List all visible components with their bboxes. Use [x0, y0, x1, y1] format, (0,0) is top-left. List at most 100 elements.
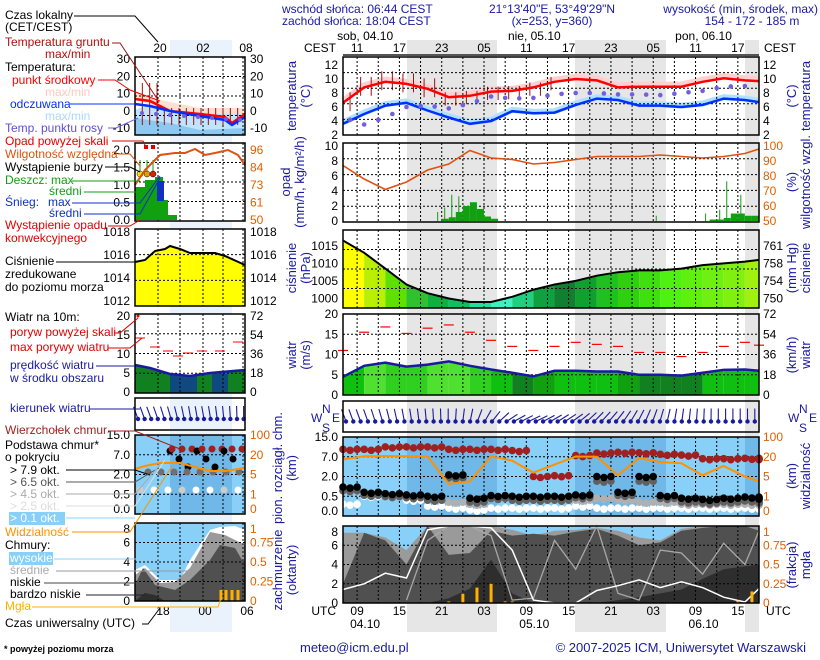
- cloud-top-dot: [600, 450, 608, 458]
- dew-point-dot: [587, 90, 593, 96]
- sunset: zachód słońca: 18:04 CEST: [282, 14, 431, 28]
- cloud-base-dot-79: [501, 491, 509, 500]
- legend-pressure-line: [134, 244, 246, 266]
- wind-arrow-head: [358, 419, 363, 424]
- legend-cloud-top-dot: [178, 445, 186, 453]
- cloud-base-dot-01: [515, 505, 524, 513]
- legend-okt-1: > 6.5 okt.: [10, 475, 60, 489]
- pressure-area-segment: [596, 272, 618, 308]
- legend-leader-line: [98, 79, 161, 102]
- legend-cloud-base-dot: [220, 486, 228, 494]
- date-label: 06.10: [689, 617, 719, 631]
- cloud-base-dot-45: [649, 498, 658, 506]
- legend-snow-mean: średni: [49, 206, 82, 220]
- wind-arrow-head: [467, 419, 473, 424]
- hour-label-cest: 17: [731, 41, 745, 55]
- temp-tick-right: 4: [763, 114, 770, 128]
- clouds-panel-frame: [342, 525, 760, 604]
- legend-gust-above: poryw powyżej skali: [10, 325, 116, 339]
- cloud-base-dot-79: [719, 494, 728, 503]
- legend-wind-speed: prędkość wiatru: [10, 358, 94, 372]
- cloud-base-dot-45: [452, 499, 460, 507]
- hour-label-utc: 15: [731, 604, 745, 618]
- fog-bar: [510, 601, 514, 603]
- legend-tick: 61: [250, 196, 264, 210]
- wind-arrow-head: [519, 419, 524, 424]
- legend-fog-bar: [219, 590, 223, 601]
- visibility-axis-title-right: widzialność: [798, 442, 813, 510]
- visibility-tick: 5: [763, 470, 770, 484]
- wind-arrow-head: [643, 419, 648, 424]
- cloud-base-dot-01: [635, 504, 643, 512]
- cloud-base-dot-79: [529, 492, 538, 501]
- pressure-axis-title-left: ciśnienie: [284, 243, 299, 294]
- fog-bar: [750, 591, 754, 603]
- dew-point-dot: [545, 93, 550, 98]
- hour-label-utc: 21: [604, 604, 618, 618]
- wind-kmh-tick: 54: [763, 327, 777, 341]
- wind-arrow-head: [215, 416, 220, 422]
- cloud-base-dot-79: [459, 471, 467, 479]
- wind-arrow-head: [373, 419, 378, 424]
- cloud-base-dot-01: [670, 504, 679, 512]
- wind-arrow-head: [475, 419, 480, 424]
- cloud-base-dot-79: [557, 493, 566, 502]
- cloud-top-dot: [409, 444, 418, 452]
- hour-label-cest: 05: [647, 41, 661, 55]
- wind-kmh-tick: 72: [763, 307, 777, 321]
- wind-arrow-head: [606, 419, 611, 424]
- wind-axis-title-left: wiatr: [284, 341, 299, 370]
- cloud-base-dot-79: [416, 491, 425, 499]
- compass-rose-left: E: [332, 411, 340, 425]
- legend-temp-band: [135, 92, 245, 114]
- legend-tick: 0.25: [250, 575, 274, 589]
- legend-okt-2: > 4.5 okt.: [10, 487, 60, 501]
- fog-tick: 1: [763, 525, 770, 539]
- dew-point-dot: [714, 85, 719, 91]
- legend-cloud-base-dot: [175, 455, 183, 463]
- legend-fog-bar: [230, 590, 234, 601]
- cloud-top-dot: [712, 454, 721, 463]
- cloud-base-dot-79: [452, 472, 460, 480]
- wind-arrow-head: [149, 416, 154, 422]
- pressure-mmhg-tick: 754: [763, 274, 783, 288]
- pressure-tick: 1010: [311, 256, 338, 270]
- humidity-tick: 60: [763, 199, 777, 213]
- dew-point-dot: [643, 92, 649, 97]
- legend-tick: 1: [250, 487, 257, 501]
- wind-speed-area-segment: [702, 369, 724, 395]
- precip-bar: [448, 217, 456, 221]
- cloudbase-tick: 2.0: [321, 470, 338, 484]
- precip-tick: 10: [325, 139, 339, 153]
- dew-point-dot: [629, 92, 635, 97]
- legend-precip-above-mark: [151, 145, 155, 149]
- cloud-base-dot-01: [423, 502, 432, 510]
- legend-dew-dot: [238, 118, 242, 122]
- wind-arrow-head: [723, 419, 728, 424]
- legend-tick: 20: [117, 69, 131, 83]
- legend-cloud-base-dot: [220, 447, 228, 455]
- temperature-line: [342, 77, 760, 104]
- cloud-base-dot-79: [550, 492, 559, 501]
- legend-tick: 1016: [103, 248, 130, 262]
- cloud-top-dot: [684, 452, 693, 460]
- wind-speed-area-segment: [617, 371, 640, 395]
- cloud-top-dot: [670, 450, 679, 459]
- cloud-base-dot-79: [353, 483, 361, 491]
- legend-tick: 1.0: [113, 178, 130, 192]
- legend-wind-line: [134, 363, 246, 378]
- dew-point-dot: [559, 91, 564, 97]
- compass-rose-right: N: [799, 402, 808, 416]
- cloud-base-dot-01: [656, 504, 665, 512]
- legend-tick: 0: [123, 594, 130, 608]
- legend-tick: 0: [250, 385, 257, 399]
- cloud-base-dot-79: [487, 491, 495, 500]
- legend-tick: 0: [250, 594, 257, 608]
- copyright: © 2007-2025 ICM, Uniwersytet Warszawski: [556, 640, 807, 655]
- cloud-top-dot: [522, 446, 531, 455]
- pressure-area-segment: [723, 261, 745, 308]
- legend-leader-line: [84, 177, 161, 215]
- email-link[interactable]: meteo@icm.edu.pl: [300, 640, 409, 655]
- feels-like-line: [342, 97, 760, 126]
